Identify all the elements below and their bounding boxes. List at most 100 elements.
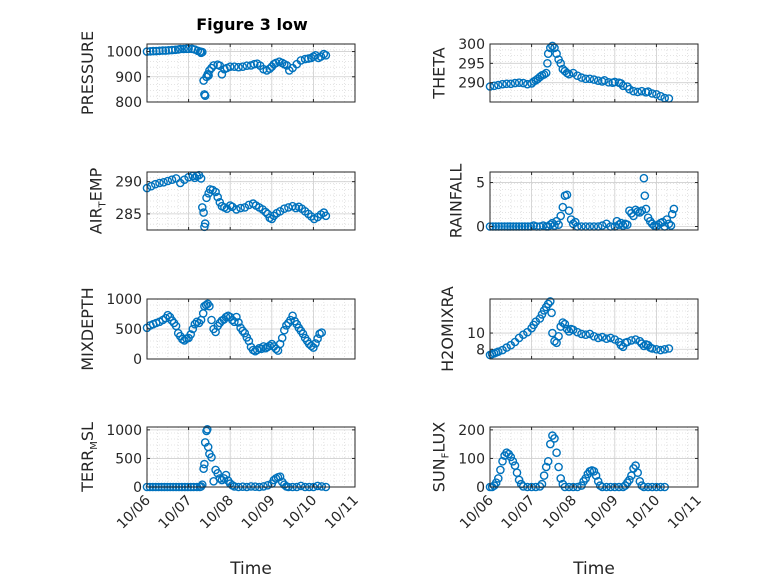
data-point [600,76,609,85]
data-point [298,329,308,339]
data-point [546,297,555,306]
axes-box [146,426,356,488]
data-point [491,478,501,488]
y-axis-label: TERRMSL [78,422,100,493]
data-point [610,77,620,87]
data-point [647,89,657,98]
data-point [188,324,198,334]
data-point [647,344,657,353]
data-point [498,79,507,89]
data-point [277,333,287,343]
data-series [485,41,674,103]
y-axis-label: PRESSURE [78,31,97,115]
data-point [197,480,207,490]
data-point [190,319,200,329]
y-tick-label: 100 [458,451,485,467]
data-point [155,46,164,56]
data-point [577,481,586,490]
data-point [203,299,212,309]
data-point [275,206,285,216]
data-point [213,468,222,478]
y-label-main: PRESSURE [78,31,97,115]
data-point [589,466,599,476]
y-label-main: RAINFALL [447,164,466,239]
y-axis-label: THETA [430,47,449,99]
data-point [541,68,551,78]
y-label-main: THETA [430,47,449,99]
data-point [236,203,245,213]
y-tick-label: 0 [133,352,142,368]
y-tick-label: 8 [476,342,485,358]
data-point [543,299,553,309]
axes-box [489,298,699,360]
y-label-main: TERR [78,450,97,493]
x-tick-label: 10/07 [499,493,539,533]
minor-grid [146,427,356,487]
data-point [213,192,222,202]
y-tick-label: 290 [458,76,485,92]
data-point [217,475,227,485]
data-point [171,174,181,183]
data-point [279,325,289,335]
data-point [259,342,268,351]
data-point [321,211,331,221]
data-point [209,61,218,70]
data-series [142,299,327,356]
data-point [167,316,177,325]
subplot-7: 0 500 1000 TERRMSL 10/06 10/07 10/08 10/09 10/10… [78,422,362,532]
axes-box [146,171,356,231]
data-point [550,221,559,230]
data-point [230,482,239,491]
data-point [232,312,241,322]
minor-grid [489,299,699,359]
data-point [556,474,566,483]
subplot-2: 290 295 300 THETA [430,37,699,103]
axes-background [490,44,698,102]
y-tick-label: 500 [115,451,142,467]
data-point [234,62,243,72]
data-point [238,326,247,336]
data-point [635,208,645,217]
data-point [275,472,285,482]
data-point [211,187,220,197]
data-point [199,208,208,217]
y-label-main: MIXDEPTH [78,287,97,370]
data-point [660,344,670,354]
data-point [313,481,322,491]
data-point [519,482,528,491]
data-point [311,339,320,348]
data-point [489,81,499,91]
data-point [585,74,595,84]
data-point [493,80,503,90]
data-point [581,330,591,340]
data-point [279,480,289,490]
y-label-main: AIR [87,207,106,234]
data-point [238,62,247,71]
data-point [664,344,674,353]
data-point [539,471,549,480]
data-point [606,333,615,343]
data-point [643,87,653,96]
data-point [633,468,643,478]
data-point [573,71,582,80]
data-point [548,41,557,51]
y-tick-label: 285 [115,207,142,223]
data-point [637,206,647,215]
data-point [667,209,677,219]
y-label-subscript: T [98,200,109,208]
data-point [573,327,582,337]
data-point [167,45,177,55]
data-point [496,465,505,475]
subplot-3: 285 290 AIRTEMP [87,167,356,234]
data-point [309,343,318,352]
x-tick-label: 10/08 [540,493,580,533]
data-point [571,217,580,227]
y-axis-label: SUNFLUX [430,422,452,492]
data-point [205,301,214,311]
data-point [296,481,306,491]
data-point [666,221,676,230]
y-axis-label: MIXDEPTH [78,287,97,370]
data-point [558,202,568,212]
data-point [202,193,211,203]
